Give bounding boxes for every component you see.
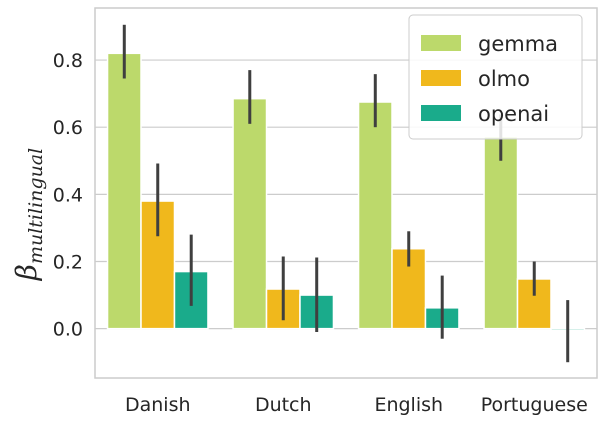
legend-label-olmo: olmo <box>478 67 530 91</box>
y-axis-label-symbol: β <box>10 264 43 281</box>
x-tick-label: Dutch <box>255 394 312 416</box>
legend-label-openai: openai <box>478 102 549 126</box>
legend-swatch-openai <box>421 105 461 121</box>
x-tick-labels: Danish Dutch English Portuguese <box>125 394 588 416</box>
x-tick-label: English <box>374 394 443 416</box>
bar-gemma-english <box>357 101 393 330</box>
y-axis-label: βmultilingual <box>10 148 47 281</box>
y-tick-label: 0.2 <box>53 251 83 273</box>
x-tick-label: Danish <box>125 394 191 416</box>
y-tick-label: 0.0 <box>53 319 83 341</box>
y-tick-labels: 0.0 0.2 0.4 0.6 0.8 <box>53 50 83 341</box>
y-tick-label: 0.4 <box>53 184 83 206</box>
y-axis-label-subscript: multilingual <box>25 148 47 264</box>
legend-swatch-olmo <box>421 70 461 86</box>
legend: gemma olmo openai <box>408 14 583 140</box>
legend-swatch-gemma <box>421 35 461 51</box>
error-bars <box>122 24 570 363</box>
legend-label-gemma: gemma <box>478 32 558 56</box>
bar-gemma-danish <box>106 52 142 330</box>
bars <box>106 52 586 332</box>
plot-frame <box>94 7 598 379</box>
bar-olmo-danish <box>140 200 176 330</box>
bar-gemma-dutch <box>232 97 268 330</box>
x-tick-label: Portuguese <box>481 394 588 416</box>
y-tick-label: 0.8 <box>53 50 83 72</box>
bar-gemma-portuguese <box>483 135 519 330</box>
y-tick-label: 0.6 <box>53 117 83 139</box>
